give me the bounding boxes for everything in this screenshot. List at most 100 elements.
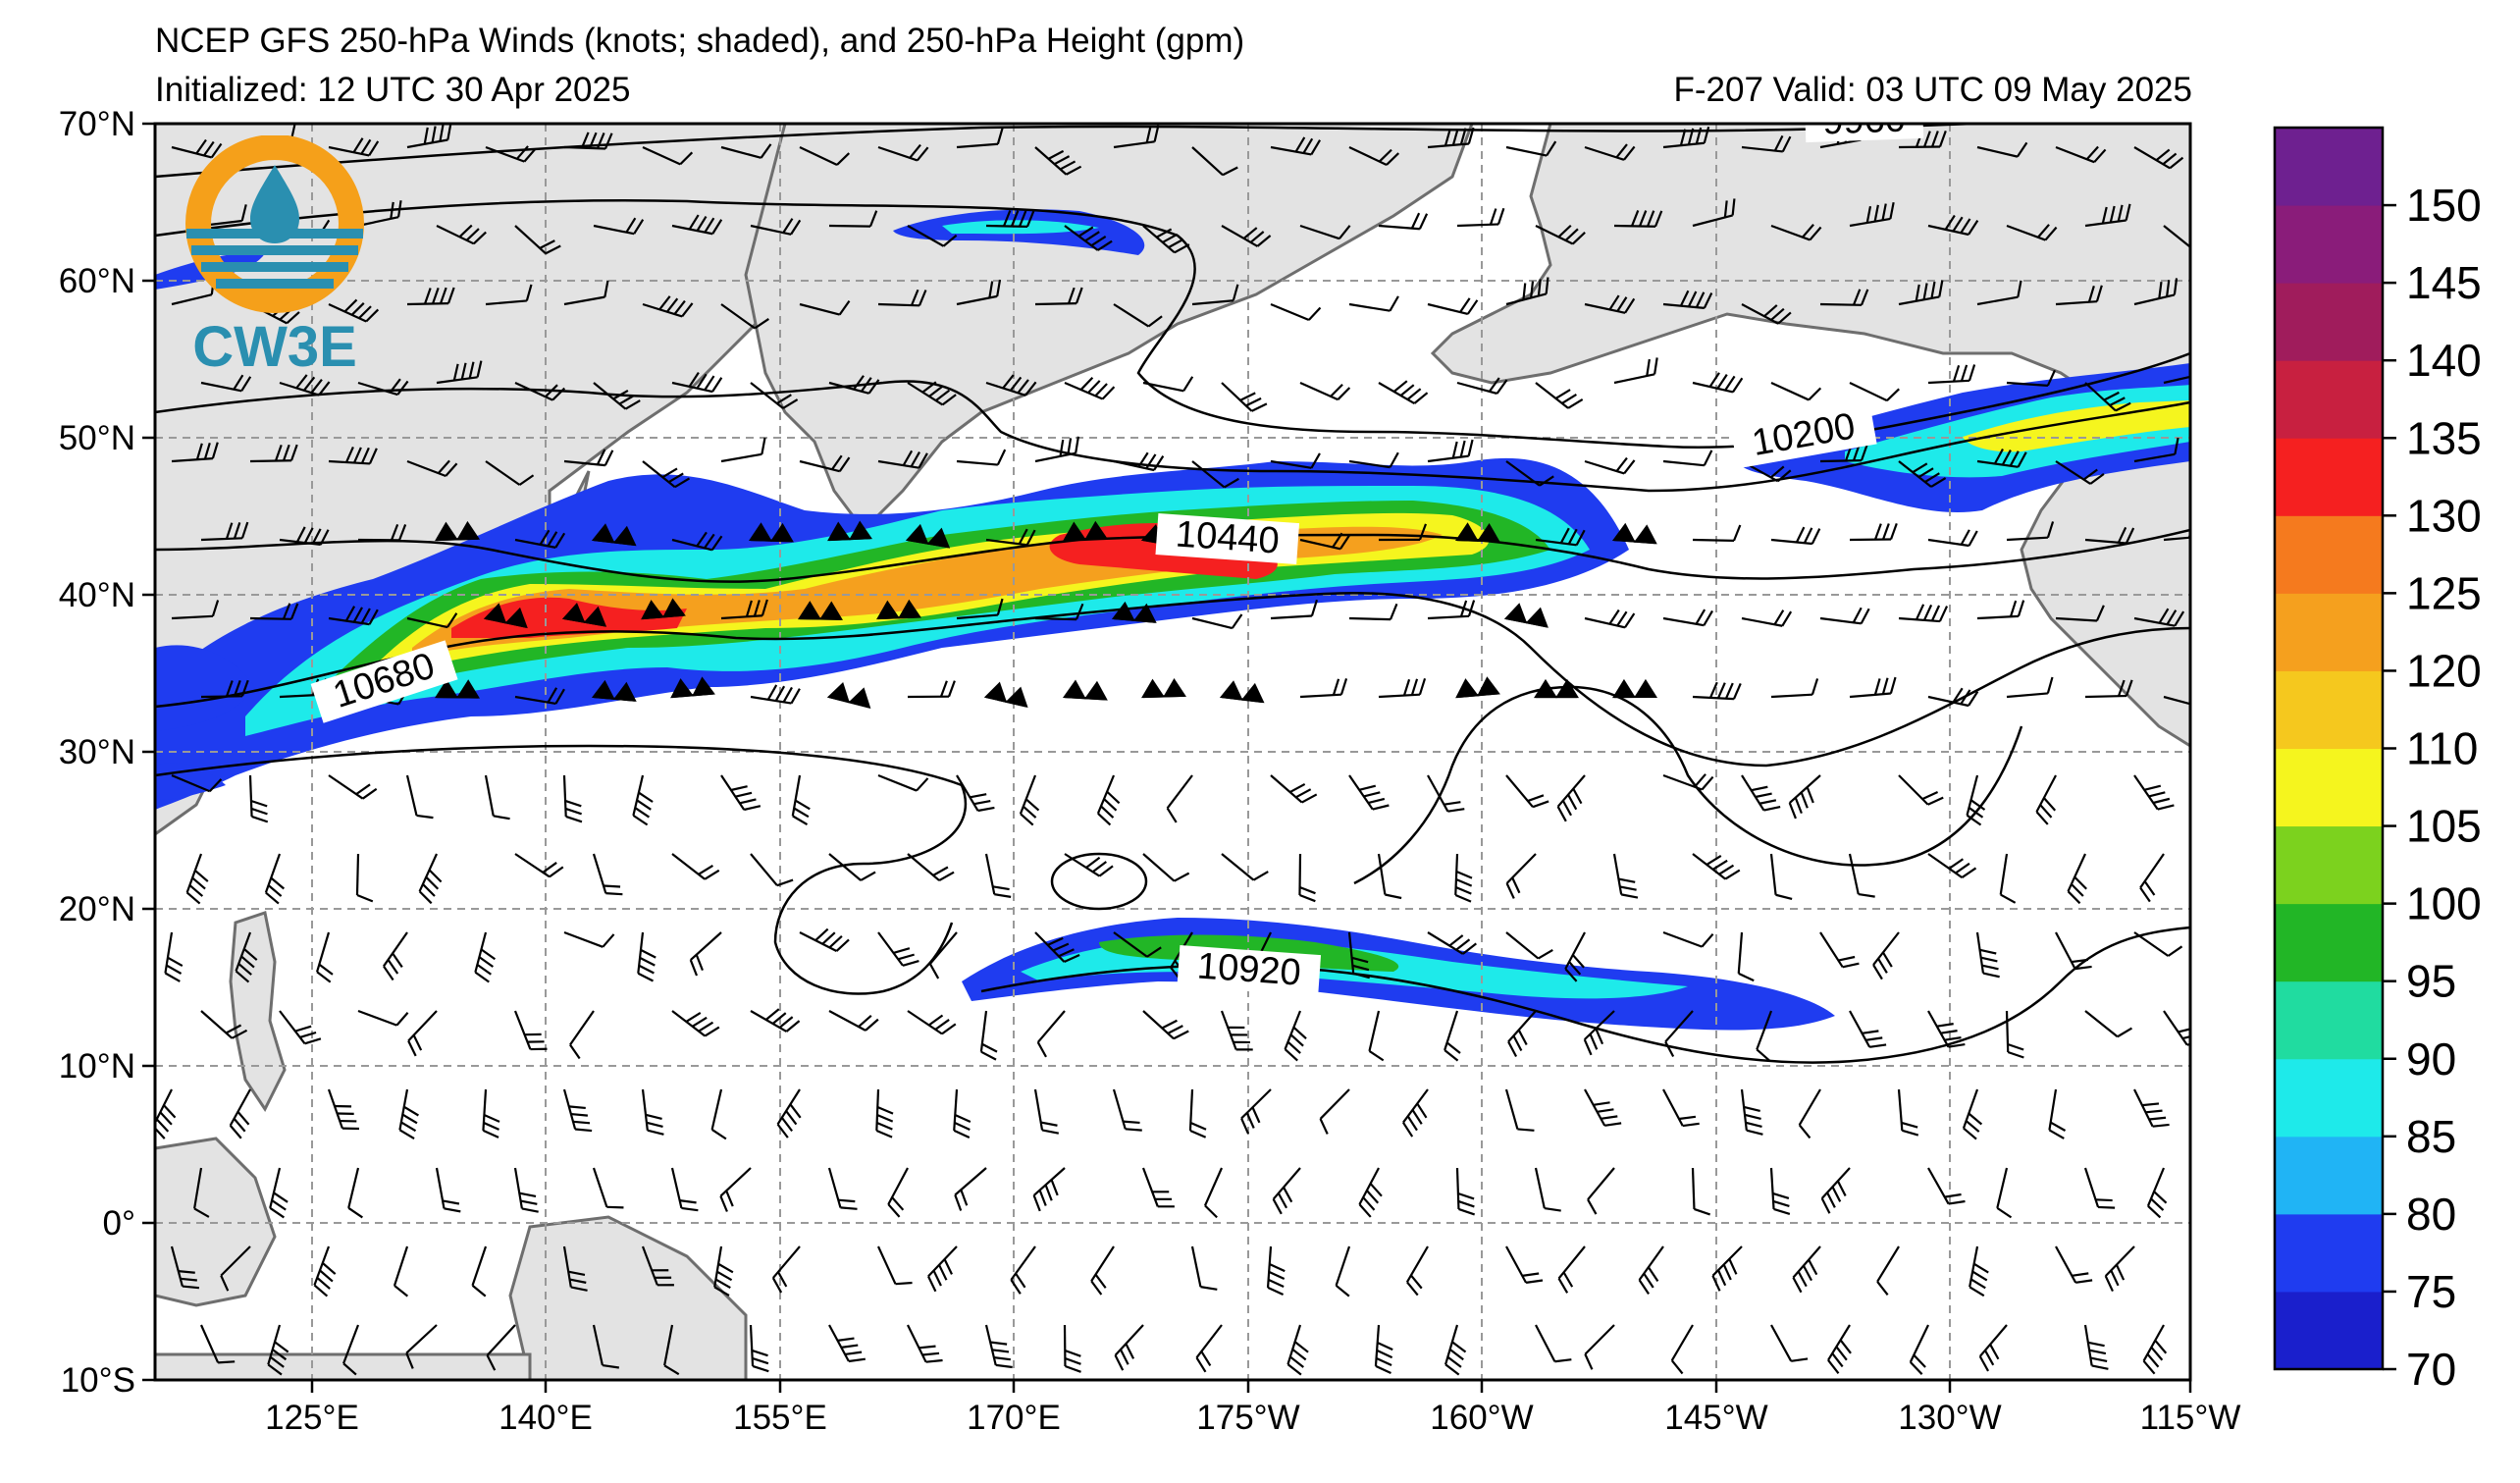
wind-barb bbox=[269, 1167, 289, 1219]
wind-barb bbox=[563, 280, 609, 306]
wind-barb bbox=[750, 218, 802, 236]
wind-barb bbox=[1191, 460, 1239, 489]
wind-barb bbox=[642, 460, 691, 489]
wind-barb bbox=[592, 1167, 624, 1209]
wind-barb bbox=[393, 1245, 409, 1298]
wind-barb bbox=[1788, 774, 1821, 820]
wind-barb bbox=[1692, 198, 1736, 228]
wind-barb bbox=[828, 1010, 879, 1032]
colorbar-tick-label: 120 bbox=[2406, 645, 2482, 696]
wind-barb bbox=[514, 382, 566, 401]
wind-barb bbox=[561, 602, 607, 627]
wind-barb bbox=[1662, 1088, 1700, 1128]
wind-barb bbox=[985, 374, 1037, 397]
wind-barb bbox=[1692, 372, 1744, 394]
wind-barb bbox=[1507, 1010, 1537, 1058]
wind-barb bbox=[926, 1245, 958, 1293]
wind-barb bbox=[171, 442, 219, 463]
colorbar-tick-label: 150 bbox=[2406, 180, 2482, 231]
wind-barb bbox=[671, 853, 720, 880]
wind-barb bbox=[2035, 774, 2057, 825]
contour-label-9960: 9960 bbox=[1822, 99, 1907, 143]
wind-barb bbox=[1221, 853, 1269, 881]
wind-barb bbox=[1427, 439, 1474, 463]
lon-axis: 125°E 140°E 155°E 170°E 175°W 160°W 145°… bbox=[265, 1380, 2240, 1437]
wind-barb bbox=[513, 1010, 548, 1051]
wind-barb bbox=[720, 303, 769, 330]
wind-barb bbox=[1270, 774, 1318, 804]
wind-barb bbox=[418, 853, 443, 905]
wind-barb bbox=[907, 680, 956, 699]
wind-barb bbox=[956, 128, 1004, 149]
wind-barb bbox=[1770, 381, 1822, 401]
wind-barb bbox=[1849, 382, 1900, 402]
wind-barb bbox=[828, 853, 876, 881]
wind-barb bbox=[563, 930, 615, 948]
wind-barb bbox=[984, 853, 1012, 898]
wind-barb bbox=[1557, 1245, 1586, 1294]
wind-barb bbox=[2133, 774, 2175, 811]
wind-barb bbox=[2084, 203, 2131, 228]
wind-barb bbox=[1142, 376, 1194, 393]
wind-barb bbox=[1319, 1088, 1350, 1135]
wind-barb bbox=[1454, 853, 1473, 903]
wind-barb bbox=[1876, 1245, 1900, 1296]
wind-barb bbox=[1584, 1088, 1622, 1127]
wind-barb bbox=[1638, 1245, 1664, 1295]
wind-barb bbox=[1504, 1088, 1535, 1132]
wind-barb bbox=[2084, 679, 2133, 699]
wind-barb bbox=[632, 774, 654, 826]
wind-barb bbox=[1505, 853, 1537, 899]
wind-barb bbox=[406, 287, 455, 306]
wind-barbs bbox=[155, 124, 2190, 1376]
wind-barb bbox=[1769, 853, 1793, 901]
wind-barb bbox=[907, 381, 957, 406]
wind-barb bbox=[1662, 930, 1714, 948]
wind-barb bbox=[875, 1088, 894, 1139]
wind-barb bbox=[2055, 460, 2105, 485]
wind-barb bbox=[1299, 678, 1348, 699]
wind-barb bbox=[1872, 931, 1900, 980]
wind-barb bbox=[2083, 1324, 2109, 1370]
wind-barb bbox=[637, 931, 656, 982]
lat-label-0: 0° bbox=[103, 1204, 135, 1243]
wind-barb bbox=[482, 1088, 500, 1139]
wind-barb bbox=[1219, 680, 1265, 704]
wind-barb bbox=[471, 1245, 488, 1298]
wind-barb bbox=[1166, 774, 1193, 823]
colorbar-segment bbox=[2275, 515, 2383, 594]
wind-barb bbox=[2163, 225, 2190, 253]
wind-barb bbox=[670, 676, 715, 699]
wind-barb bbox=[1741, 774, 1781, 812]
colorbar-segment bbox=[2275, 438, 2383, 516]
wind-barb bbox=[1505, 774, 1549, 809]
wind-barb bbox=[663, 1324, 680, 1376]
wind-barb bbox=[713, 1245, 734, 1297]
wind-barb bbox=[328, 137, 380, 157]
colorbar-tick-label: 145 bbox=[2406, 257, 2482, 308]
wind-barb bbox=[984, 1324, 1013, 1369]
wind-barb bbox=[671, 214, 723, 236]
colorbar-tick-label: 125 bbox=[2406, 567, 2482, 618]
colorbar-segment bbox=[2275, 825, 2383, 905]
wind-barb bbox=[200, 679, 249, 699]
lat-label-50n: 50°N bbox=[59, 419, 135, 457]
wind-barb bbox=[1284, 1010, 1307, 1062]
wind-barb bbox=[1692, 853, 1741, 880]
wind-barb bbox=[1036, 1010, 1066, 1058]
wind-barb bbox=[1378, 380, 1429, 404]
wind-barb bbox=[264, 853, 286, 905]
contour-south-a bbox=[155, 744, 968, 995]
colorbar-segment bbox=[2275, 1291, 2383, 1370]
wind-barb bbox=[514, 225, 561, 255]
wind-barb bbox=[1063, 1324, 1081, 1373]
wind-barb bbox=[1927, 529, 1978, 548]
wind-barb bbox=[436, 360, 483, 385]
wind-barb bbox=[671, 1010, 720, 1037]
wind-barb bbox=[877, 1245, 913, 1286]
wind-barb bbox=[592, 1324, 619, 1369]
wind-barb bbox=[1113, 125, 1160, 149]
wind-barb bbox=[1142, 225, 1190, 254]
wind-barb bbox=[1141, 678, 1186, 699]
